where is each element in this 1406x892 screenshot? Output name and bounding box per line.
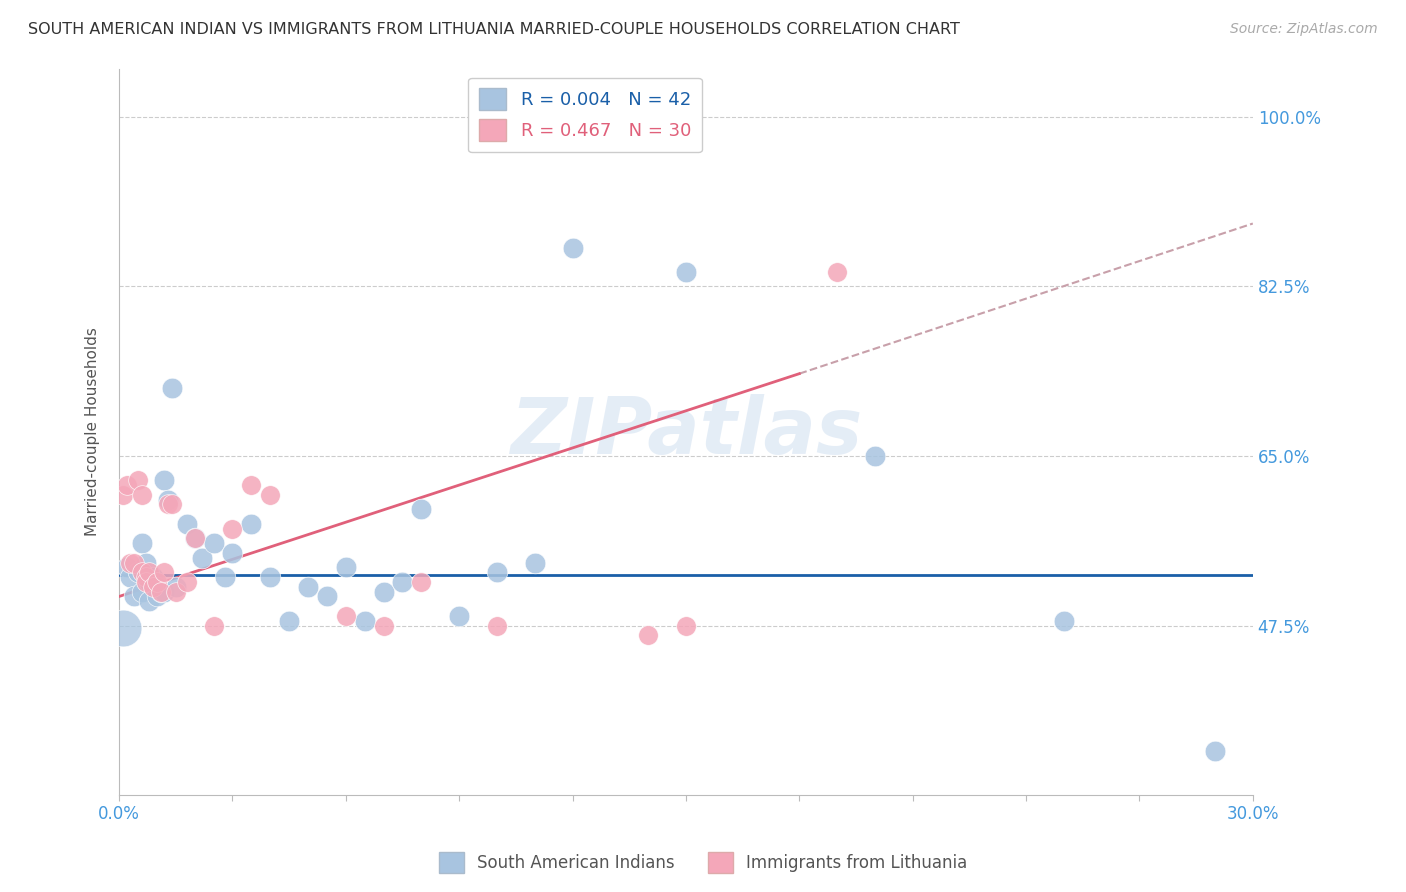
Point xyxy=(523,556,546,570)
Point xyxy=(120,570,142,584)
Point xyxy=(131,566,153,580)
Point xyxy=(142,570,165,584)
Point xyxy=(297,580,319,594)
Point xyxy=(153,584,176,599)
Point xyxy=(561,241,583,255)
Point xyxy=(160,381,183,395)
Point xyxy=(335,560,357,574)
Point xyxy=(1204,744,1226,758)
Point xyxy=(142,580,165,594)
Point xyxy=(221,522,243,536)
Point xyxy=(115,478,138,492)
Point xyxy=(825,265,848,279)
Point xyxy=(138,566,160,580)
Text: Source: ZipAtlas.com: Source: ZipAtlas.com xyxy=(1230,22,1378,37)
Point xyxy=(157,498,180,512)
Point xyxy=(202,618,225,632)
Point xyxy=(485,618,508,632)
Point xyxy=(176,574,198,589)
Point xyxy=(214,570,236,584)
Legend: R = 0.004   N = 42, R = 0.467   N = 30: R = 0.004 N = 42, R = 0.467 N = 30 xyxy=(468,78,702,153)
Point xyxy=(120,556,142,570)
Point xyxy=(278,614,301,628)
Point xyxy=(165,580,187,594)
Point xyxy=(411,502,433,516)
Point xyxy=(111,488,134,502)
Point xyxy=(115,560,138,574)
Point xyxy=(183,532,205,546)
Point xyxy=(131,536,153,550)
Point xyxy=(153,566,176,580)
Legend: South American Indians, Immigrants from Lithuania: South American Indians, Immigrants from … xyxy=(432,846,974,880)
Point xyxy=(157,492,180,507)
Point xyxy=(335,608,357,623)
Point xyxy=(240,516,263,531)
Point xyxy=(131,488,153,502)
Point xyxy=(449,608,471,623)
Point xyxy=(127,473,149,487)
Point xyxy=(134,574,156,589)
Point xyxy=(134,556,156,570)
Text: ZIPatlas: ZIPatlas xyxy=(510,393,862,470)
Point xyxy=(1053,614,1076,628)
Point xyxy=(373,618,395,632)
Point xyxy=(153,473,176,487)
Point xyxy=(149,584,172,599)
Point xyxy=(122,590,145,604)
Point xyxy=(138,594,160,608)
Y-axis label: Married-couple Households: Married-couple Households xyxy=(86,327,100,536)
Point xyxy=(863,449,886,463)
Point xyxy=(221,546,243,560)
Point xyxy=(202,536,225,550)
Point xyxy=(138,574,160,589)
Point xyxy=(131,584,153,599)
Point xyxy=(373,584,395,599)
Point xyxy=(183,532,205,546)
Point xyxy=(134,570,156,584)
Point xyxy=(149,584,172,599)
Point xyxy=(316,590,339,604)
Point xyxy=(165,584,187,599)
Point xyxy=(637,628,659,642)
Point xyxy=(111,622,134,636)
Point xyxy=(146,580,169,594)
Point xyxy=(191,550,214,565)
Point xyxy=(675,265,697,279)
Text: SOUTH AMERICAN INDIAN VS IMMIGRANTS FROM LITHUANIA MARRIED-COUPLE HOUSEHOLDS COR: SOUTH AMERICAN INDIAN VS IMMIGRANTS FROM… xyxy=(28,22,960,37)
Point xyxy=(485,566,508,580)
Point xyxy=(259,570,281,584)
Point xyxy=(353,614,375,628)
Point xyxy=(146,590,169,604)
Point xyxy=(240,478,263,492)
Point xyxy=(146,574,169,589)
Point xyxy=(391,574,413,589)
Point xyxy=(259,488,281,502)
Point xyxy=(122,556,145,570)
Point xyxy=(675,618,697,632)
Point xyxy=(160,498,183,512)
Point xyxy=(411,574,433,589)
Point xyxy=(127,566,149,580)
Point xyxy=(176,516,198,531)
